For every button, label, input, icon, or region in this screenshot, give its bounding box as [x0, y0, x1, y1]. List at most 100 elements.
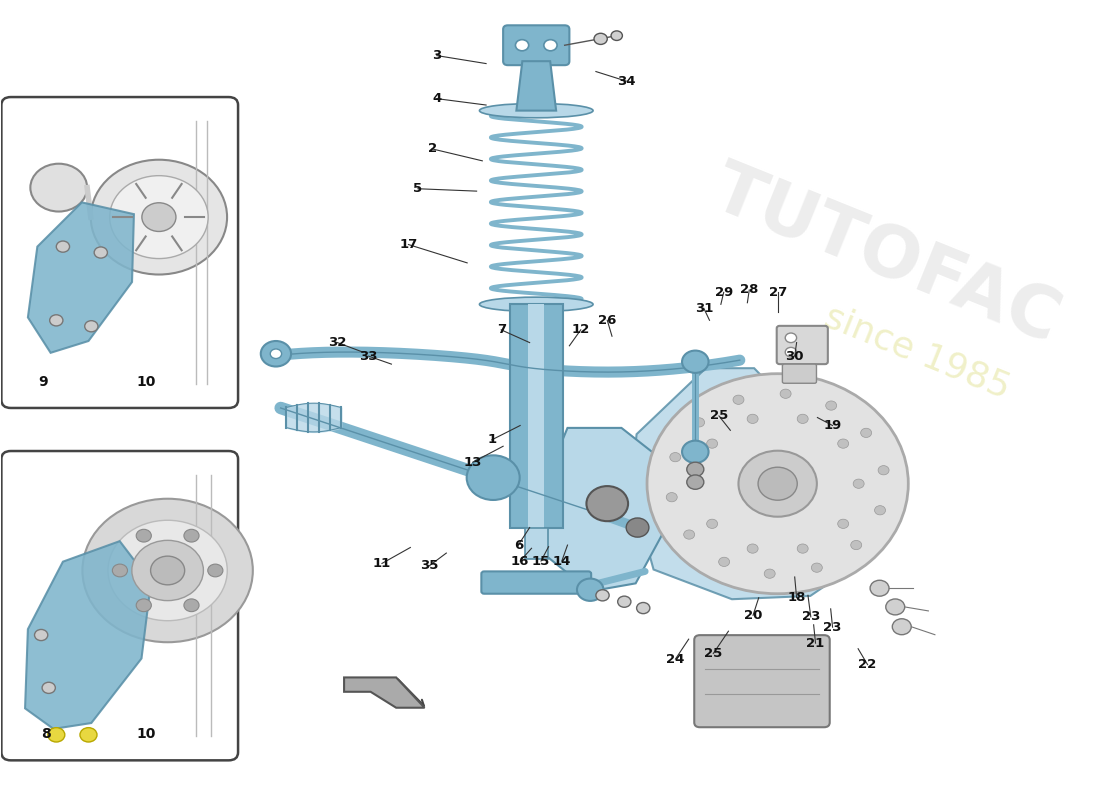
Circle shape [886, 599, 904, 615]
Text: 26: 26 [598, 314, 616, 326]
Text: 6: 6 [514, 538, 522, 551]
Polygon shape [344, 678, 425, 708]
Text: 32: 32 [328, 336, 346, 349]
Circle shape [764, 569, 776, 578]
Circle shape [466, 455, 519, 500]
Circle shape [85, 321, 98, 332]
Ellipse shape [480, 297, 593, 311]
Circle shape [578, 578, 604, 601]
Circle shape [691, 479, 702, 488]
Text: 25: 25 [710, 410, 728, 422]
Text: 18: 18 [788, 591, 806, 604]
Circle shape [798, 414, 808, 423]
Circle shape [132, 540, 204, 601]
Circle shape [785, 347, 796, 357]
Circle shape [892, 618, 911, 634]
Circle shape [694, 418, 705, 427]
Circle shape [667, 493, 678, 502]
Circle shape [684, 530, 695, 539]
Circle shape [870, 580, 889, 596]
Text: 8: 8 [41, 727, 51, 741]
Text: 16: 16 [512, 554, 529, 567]
Circle shape [637, 602, 650, 614]
Circle shape [594, 34, 607, 45]
Circle shape [112, 564, 128, 577]
Circle shape [647, 374, 909, 594]
Circle shape [706, 519, 717, 529]
Polygon shape [528, 304, 544, 527]
Text: 7: 7 [497, 323, 506, 336]
Text: TUTOFAC: TUTOFAC [703, 155, 1070, 358]
Ellipse shape [480, 103, 593, 118]
Text: 11: 11 [373, 557, 392, 570]
Circle shape [543, 40, 557, 51]
Circle shape [706, 439, 717, 448]
Polygon shape [631, 368, 859, 599]
Circle shape [31, 164, 87, 211]
Circle shape [184, 599, 199, 612]
Circle shape [208, 564, 223, 577]
Circle shape [850, 541, 861, 550]
Circle shape [142, 202, 176, 231]
Circle shape [670, 453, 681, 462]
Text: 25: 25 [704, 647, 723, 660]
Circle shape [854, 479, 865, 488]
Text: 19: 19 [824, 419, 842, 432]
Circle shape [860, 428, 871, 438]
Circle shape [785, 333, 796, 342]
Circle shape [80, 728, 97, 742]
Circle shape [261, 341, 292, 366]
Circle shape [82, 498, 253, 642]
Circle shape [747, 414, 758, 423]
Text: 15: 15 [532, 554, 550, 567]
Text: 4: 4 [432, 92, 441, 105]
Text: 33: 33 [360, 350, 378, 362]
Circle shape [798, 544, 808, 554]
Text: 24: 24 [667, 653, 684, 666]
Text: 27: 27 [769, 286, 786, 299]
Text: 17: 17 [399, 238, 418, 251]
Text: 2: 2 [428, 142, 437, 155]
Circle shape [42, 682, 55, 694]
Circle shape [758, 467, 798, 500]
Text: since 1985: since 1985 [820, 299, 1015, 405]
Circle shape [184, 530, 199, 542]
Polygon shape [516, 61, 557, 110]
Circle shape [586, 486, 628, 521]
Polygon shape [543, 428, 666, 591]
Circle shape [838, 519, 849, 529]
Text: 1: 1 [487, 434, 496, 446]
Circle shape [136, 599, 152, 612]
FancyBboxPatch shape [503, 26, 570, 65]
Text: 13: 13 [463, 456, 482, 469]
FancyBboxPatch shape [482, 571, 591, 594]
Text: 22: 22 [858, 658, 877, 671]
Text: 31: 31 [694, 302, 713, 315]
Circle shape [718, 558, 729, 566]
Circle shape [95, 247, 108, 258]
Circle shape [682, 441, 708, 463]
Polygon shape [509, 304, 563, 527]
Text: 34: 34 [617, 74, 636, 88]
Circle shape [682, 350, 708, 373]
Text: 29: 29 [715, 286, 733, 299]
Circle shape [47, 728, 65, 742]
Circle shape [108, 520, 228, 621]
Text: 20: 20 [744, 609, 762, 622]
Circle shape [610, 31, 623, 41]
Text: 35: 35 [420, 559, 439, 572]
Circle shape [780, 389, 791, 398]
Circle shape [91, 160, 227, 274]
Circle shape [738, 450, 817, 517]
Text: 12: 12 [572, 323, 590, 336]
Text: 14: 14 [552, 554, 571, 567]
Polygon shape [28, 202, 134, 353]
Circle shape [596, 590, 609, 601]
Circle shape [626, 518, 649, 537]
Text: 9: 9 [39, 374, 48, 389]
Circle shape [56, 241, 69, 252]
Circle shape [686, 462, 704, 477]
FancyBboxPatch shape [694, 635, 829, 727]
Circle shape [747, 544, 758, 554]
Circle shape [271, 349, 282, 358]
